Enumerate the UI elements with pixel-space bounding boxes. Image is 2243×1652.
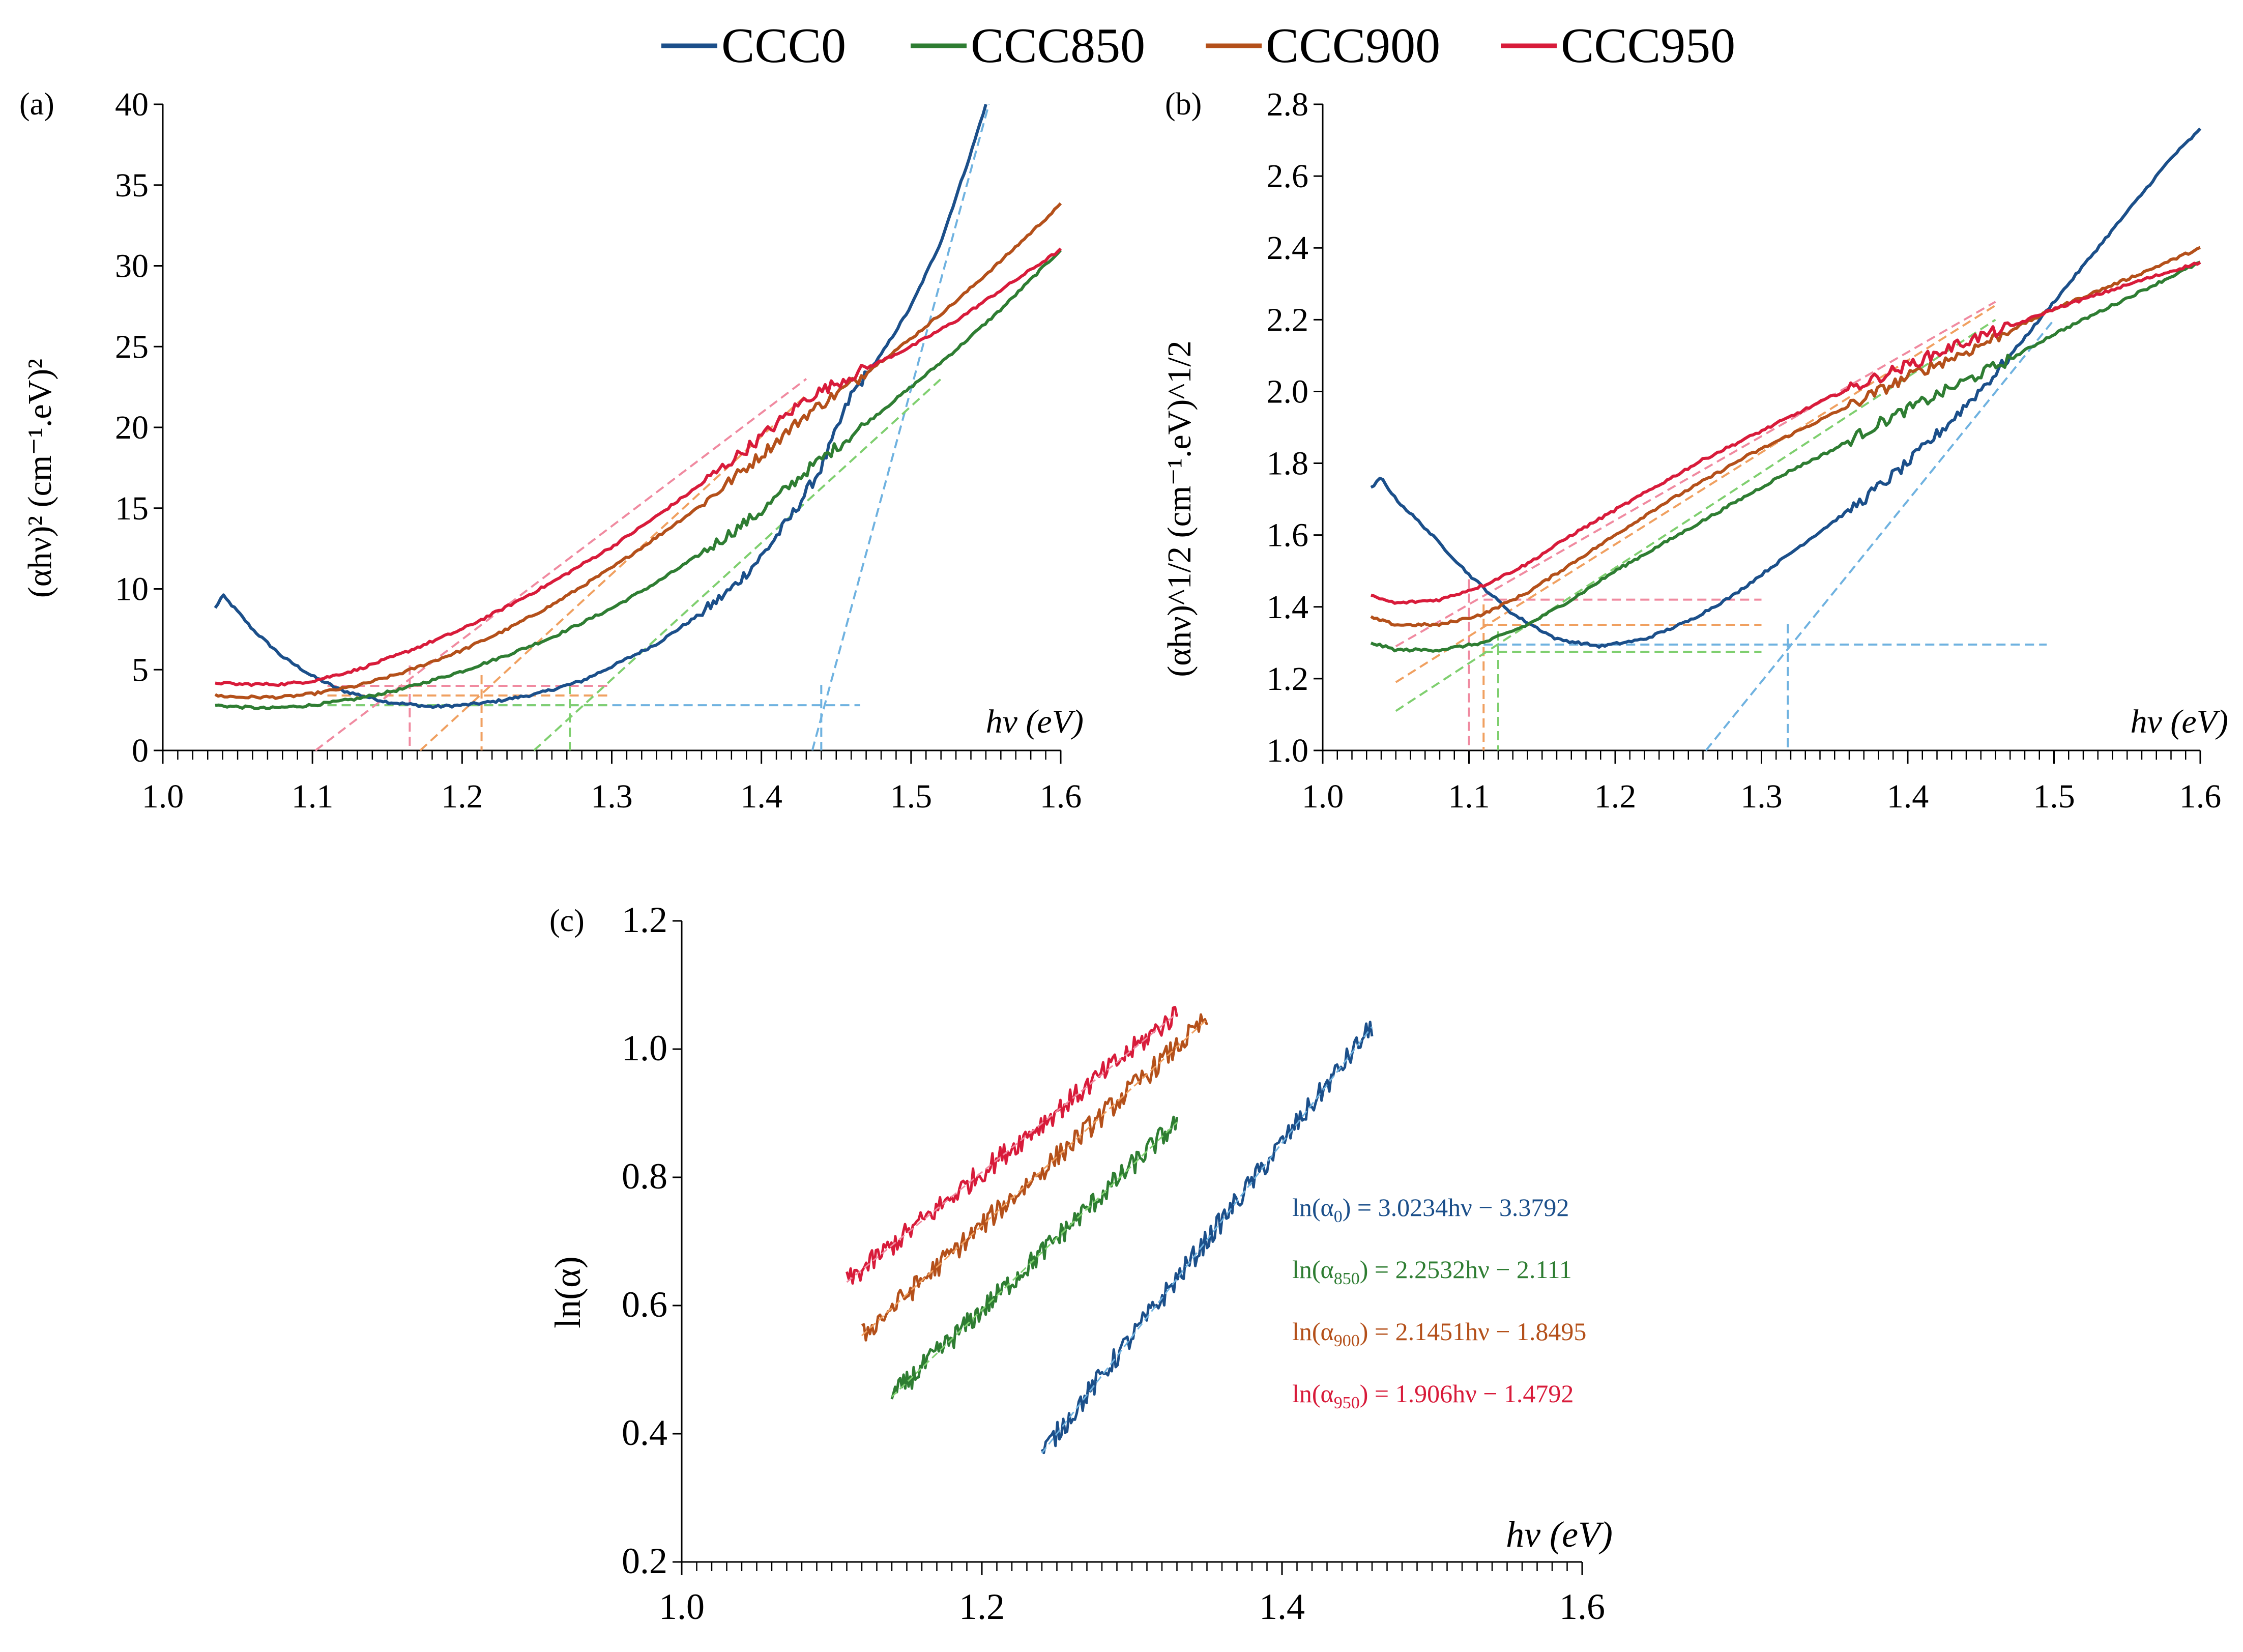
panel-label-b: (b) (1165, 87, 1202, 122)
x-axis-label-a: hν (eV) (986, 703, 1084, 740)
legend-label-ccc900: CCC900 (1266, 18, 1440, 73)
x-tick-label-a: 1.0 (142, 778, 184, 815)
x-tick-label-a: 1.4 (740, 778, 782, 815)
y-tick-label-b: 1.4 (1267, 589, 1309, 626)
x-tick-label-a: 1.1 (292, 778, 334, 815)
x-tick-label-c: 1.0 (659, 1586, 705, 1627)
series-ccc900-a (214, 202, 1062, 700)
equation-ccc850: ln(α850) = 2.2532hν − 2.111 (1292, 1255, 1572, 1288)
y-tick-label-b: 1.6 (1267, 517, 1309, 554)
legend-entry-ccc0: CCC0 (661, 18, 846, 73)
regression-equations: ln(α0) = 3.0234hν − 3.3792 ln(α850) = 2.… (1292, 1193, 1586, 1412)
series-ccc950-c (846, 1006, 1178, 1285)
x-tick-label-a: 1.3 (591, 778, 633, 815)
y-tick-label-a: 10 (115, 571, 149, 608)
series-ccc850-b (1370, 260, 2201, 653)
series-ccc950-a (215, 247, 1062, 687)
x-tick-label-b: 1.0 (1302, 778, 1344, 815)
y-tick-label-c: 1.0 (622, 1028, 667, 1068)
fit-line-ccc850-a (533, 378, 942, 751)
series-ccc950-b (1371, 261, 2201, 605)
fit-line-ccc900-b (1395, 304, 1996, 683)
x-tick-label-b: 1.2 (1594, 778, 1637, 815)
y-tick-label-c: 0.2 (622, 1541, 667, 1581)
y-tick-label-a: 40 (115, 86, 149, 123)
fit-line-ccc0-a (811, 104, 990, 751)
x-tick-label-c: 1.2 (959, 1586, 1005, 1627)
y-tick-label-c: 0.8 (622, 1156, 667, 1197)
legend-label-ccc850: CCC850 (971, 18, 1145, 73)
x-tick-label-b: 1.4 (1887, 778, 1929, 815)
y-tick-label-a: 5 (132, 651, 149, 688)
y-tick-label-b: 1.2 (1267, 660, 1309, 698)
y-tick-label-c: 1.2 (622, 900, 667, 940)
fit-line-ccc900-a (419, 394, 807, 751)
legend-entry-ccc850: CCC850 (911, 18, 1145, 73)
series-ccc0-a (214, 104, 987, 709)
y-tick-label-a: 0 (132, 732, 149, 769)
equation-ccc900: ln(α900) = 2.1451hν − 1.8495 (1292, 1317, 1586, 1350)
series-ccc0-b (1370, 127, 2202, 649)
x-tick-label-c: 1.6 (1559, 1586, 1605, 1627)
y-tick-label-b: 1.8 (1267, 445, 1309, 482)
y-axis-label-a: (αhν)² (cm⁻¹.eV)² (21, 359, 59, 598)
legend-label-ccc950: CCC950 (1561, 18, 1735, 73)
x-tick-label-b: 1.3 (1740, 778, 1783, 815)
equation-ccc950: ln(α950) = 1.906hν − 1.4792 (1292, 1379, 1574, 1412)
legend-entry-ccc900: CCC900 (1206, 18, 1440, 73)
legend-entry-ccc950: CCC950 (1501, 18, 1735, 73)
y-tick-label-b: 2.6 (1267, 158, 1309, 195)
y-tick-label-b: 2.2 (1267, 301, 1309, 338)
equation-ccc0: ln(α0) = 3.0234hν − 3.3792 (1292, 1193, 1569, 1226)
series-ccc900-c (861, 1013, 1208, 1342)
x-tick-label-b: 1.6 (2179, 778, 2222, 815)
y-tick-label-c: 0.4 (622, 1412, 667, 1453)
x-axis-label-c: hν (eV) (1506, 1514, 1613, 1555)
y-tick-label-a: 30 (115, 248, 149, 285)
panel-c: (c) ln(α) hν (eV) 1.0 1.2 1.4 1.6 0.2 0.4 0.6 0… (547, 900, 1613, 1627)
panel-b: (b) (αhν)^1/2 (cm⁻¹.eV)^1/2 hν (eV) 1.0 1… (1161, 86, 2228, 815)
fit-line-ccc0-b (1705, 319, 2055, 751)
y-tick-label-b: 2.8 (1267, 86, 1309, 123)
fit-line-ccc850-c (891, 1121, 1178, 1398)
fit-line-ccc950-c (846, 1012, 1178, 1283)
y-tick-label-b: 1.0 (1267, 732, 1309, 769)
y-tick-label-b: 2.4 (1267, 229, 1309, 267)
x-tick-label-a: 1.2 (441, 778, 483, 815)
y-axis-label-c: ln(α) (547, 1256, 588, 1328)
x-axis-label-b: hν (eV) (2131, 703, 2228, 740)
x-tick-label-b: 1.1 (1448, 778, 1490, 815)
fit-line-ccc0-c (1041, 1026, 1373, 1454)
y-axis-label-b: (αhν)^1/2 (cm⁻¹.eV)^1/2 (1161, 340, 1198, 677)
series-ccc850-c (890, 1115, 1178, 1400)
y-tick-label-a: 35 (115, 167, 149, 204)
y-tick-label-a: 25 (115, 328, 149, 365)
series-ccc850-a (215, 249, 1062, 710)
x-tick-label-a: 1.6 (1040, 778, 1082, 815)
y-tick-label-a: 15 (115, 490, 149, 527)
y-tick-label-b: 2.0 (1267, 373, 1309, 410)
panel-label-a: (a) (19, 87, 54, 122)
x-tick-label-b: 1.5 (2033, 778, 2075, 815)
y-tick-label-a: 20 (115, 409, 149, 446)
y-tick-label-c: 0.6 (622, 1284, 667, 1325)
legend: CCC0 CCC850 CCC900 CCC950 (661, 18, 1735, 73)
legend-label-ccc0: CCC0 (721, 18, 846, 73)
fit-line-ccc950-b (1395, 301, 1996, 648)
x-tick-label-c: 1.4 (1259, 1586, 1305, 1627)
panel-label-c: (c) (549, 904, 585, 938)
x-tick-label-a: 1.5 (890, 778, 933, 815)
fit-line-ccc850-b (1395, 318, 1996, 712)
panel-a: (a) (αhν)² (cm⁻¹.eV)² hν (eV) 1.0 1.1 1.2 1… (19, 86, 1084, 815)
